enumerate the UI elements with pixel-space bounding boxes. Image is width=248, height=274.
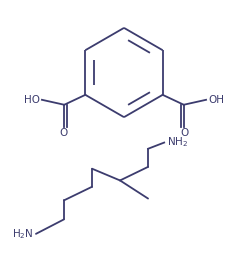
- Text: HO: HO: [24, 95, 40, 105]
- Text: OH: OH: [208, 95, 224, 105]
- Text: O: O: [181, 128, 189, 138]
- Text: O: O: [59, 128, 67, 138]
- Text: H$_2$N: H$_2$N: [12, 227, 33, 241]
- Text: NH$_2$: NH$_2$: [167, 136, 188, 149]
